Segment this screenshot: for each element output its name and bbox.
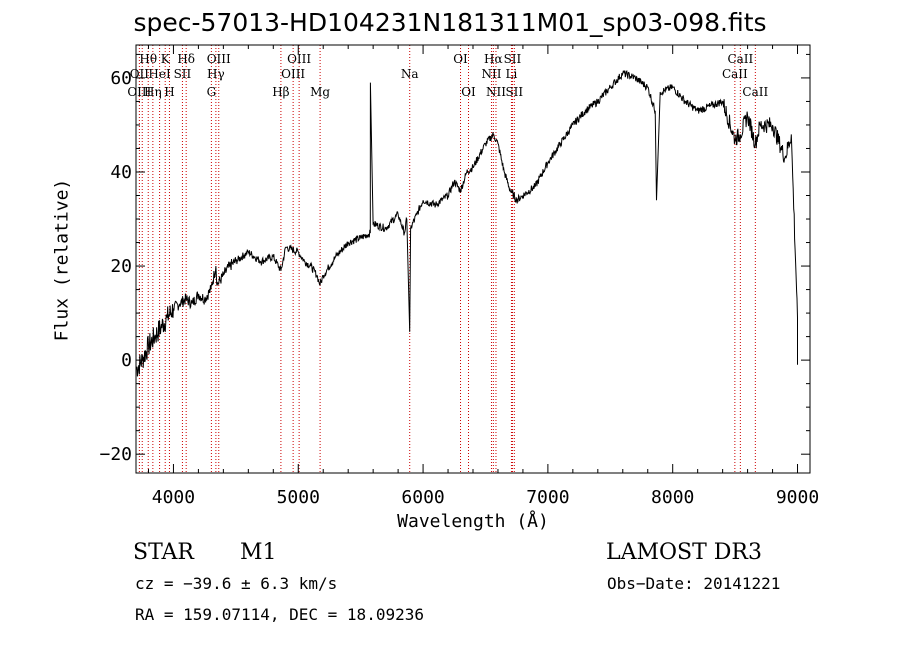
spectral-line-label: OIII [281, 67, 305, 81]
object-class: STAR [133, 540, 194, 565]
survey-label: LAMOST DR3 [606, 540, 762, 565]
spectral-line-label: OII [130, 67, 150, 81]
spectral-line-label: OIII [207, 52, 231, 66]
y-tick-label: 20 [110, 256, 132, 277]
spectral-line-label: K [161, 52, 171, 66]
object-subclass: M1 [240, 540, 277, 565]
spectral-line-label: OIII [127, 85, 151, 99]
spectrum-line [135, 70, 798, 377]
x-axis-label: Wavelength (Å) [397, 511, 549, 532]
spectral-line-label: Mg [310, 85, 330, 99]
cz-value: cz = −39.6 ± 6.3 km/s [135, 574, 338, 593]
spectral-line-label: SII [174, 67, 192, 81]
spectral-line-label: Hα [484, 52, 503, 66]
spectral-line-label: HeI [148, 67, 171, 81]
spectral-line-label: G [207, 85, 217, 99]
spectral-line-label: SII [504, 52, 522, 66]
y-tick-label: 60 [110, 68, 132, 89]
obs-date: Obs−Date: 20141221 [607, 574, 781, 593]
y-tick-label: 40 [110, 162, 132, 183]
spectral-line-label: Hγ [207, 67, 225, 81]
spectral-line-label: OIII [287, 52, 311, 66]
spectral-line-label: OI [453, 52, 468, 66]
x-tick-label: 5000 [277, 487, 320, 508]
y-axis-label: Flux (relative) [51, 178, 73, 342]
x-tick-label: 7000 [526, 487, 569, 508]
y-tick-label: 0 [121, 350, 132, 371]
spectral-line-label: CaII [742, 85, 768, 99]
spectral-line-label: Hθ [139, 52, 157, 66]
spectral-line-label: Hδ [177, 52, 195, 66]
x-tick-label: 4000 [152, 487, 195, 508]
spectral-line-label: CaII [722, 67, 748, 81]
chart-title: spec-57013-HD104231N181311M01_sp03-098.f… [133, 8, 767, 37]
spectral-line-label: CaII [727, 52, 753, 66]
plot-frame [135, 44, 811, 474]
spectral-line-label: Li [506, 67, 518, 81]
x-tick-label: 9000 [776, 487, 819, 508]
spectral-line-label: OI [461, 85, 476, 99]
y-tick-label: −20 [99, 444, 132, 465]
spectral-line-label: H [164, 85, 174, 99]
spectral-line-label: SII [505, 85, 523, 99]
spectral-line-label: NII [486, 85, 506, 99]
coordinates: RA = 159.07114, DEC = 18.09236 [135, 605, 424, 624]
spectral-line-label: NII [481, 67, 501, 81]
x-tick-label: 8000 [651, 487, 694, 508]
spectral-line-label: Na [401, 67, 419, 81]
spectral-line-label: Hη [144, 85, 162, 99]
x-tick-label: 6000 [401, 487, 444, 508]
spectral-line-label: Hβ [272, 85, 289, 99]
